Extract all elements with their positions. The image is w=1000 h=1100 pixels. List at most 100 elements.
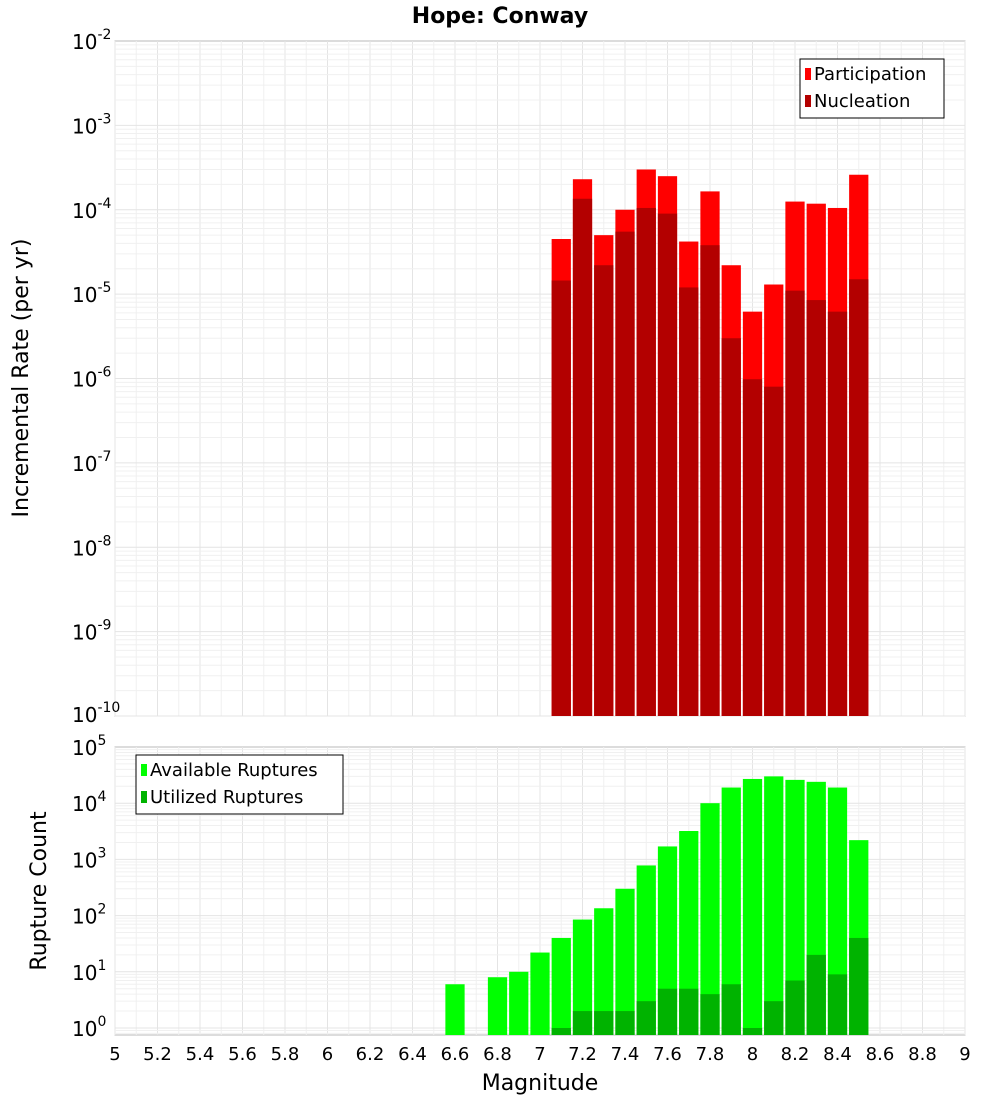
- rate-legend-swatch: [805, 68, 811, 80]
- count-bar-series2: [551, 1027, 571, 1035]
- rate-y-axis-title: Incremental Rate (per yr): [9, 239, 34, 518]
- rate-bar-series2: [679, 287, 699, 716]
- rate-legend-box: [799, 58, 945, 119]
- count-bar-series1: [785, 779, 805, 1035]
- count-bar-series2: [785, 980, 805, 1035]
- rate-y-tick-label: 10-7: [72, 449, 111, 476]
- count-y-tick-label: 103: [72, 845, 106, 872]
- x-tick-label: 9: [959, 1044, 970, 1065]
- count-bar-series2: [594, 1011, 614, 1035]
- rate-y-tick-label: 10-2: [72, 27, 111, 54]
- rate-y-tick-label: 10-6: [72, 365, 112, 392]
- count-bar-series2: [572, 1011, 593, 1035]
- rate-bar-series2: [700, 245, 720, 717]
- rate-bar-series2: [615, 231, 635, 716]
- rate-bar-series2: [785, 290, 805, 716]
- count-bar-series1: [530, 952, 550, 1035]
- rate-legend-swatch: [805, 95, 811, 107]
- x-axis: 5 5.2 5.4 5.6 5.8 6 6.2 6.4 6.6 6.8 7 7.2 7.4 7.6 7.8 8…: [109, 1044, 970, 1065]
- rate-bar-series2: [636, 207, 656, 716]
- count-bar-series2: [764, 1001, 784, 1035]
- count-legend-label: Available Ruptures: [150, 760, 318, 781]
- count-legend-label: Utilized Ruptures: [150, 787, 303, 808]
- rate-y-tick-label: 10-9: [72, 618, 111, 645]
- count-bar-series2: [657, 988, 678, 1035]
- x-tick-label: 5.4: [186, 1044, 215, 1065]
- count-bar-series2: [806, 954, 826, 1035]
- count-bar-series1: [679, 831, 699, 1035]
- count-bar-series1: [657, 846, 678, 1035]
- rate-bar-series2: [657, 213, 678, 717]
- count-bar-series1: [551, 937, 571, 1035]
- rate-bar-series2: [806, 300, 826, 716]
- rate-bar-series2: [721, 338, 741, 716]
- count-y-tick-label: 100: [72, 1014, 106, 1041]
- chart-title: Hope: Conway: [412, 4, 588, 29]
- rate-legend: Participation Nucleation: [799, 58, 945, 119]
- count-bar-series2: [615, 1011, 635, 1035]
- count-legend-swatch: [141, 791, 147, 803]
- count-y-tick-label: 102: [72, 902, 106, 929]
- x-tick-label: 5.8: [271, 1044, 300, 1065]
- x-tick-label: 6.6: [441, 1044, 470, 1065]
- count-bar-series1: [445, 984, 465, 1035]
- x-tick-label: 5.2: [143, 1044, 172, 1065]
- rate-panel: 10-10 10-9 10-8 10-7 10-6 10-5 10-4 10-3 10-2 Inc…: [9, 27, 966, 727]
- x-tick-label: 7.6: [653, 1044, 682, 1065]
- count-legend-box: [135, 754, 344, 815]
- count-bar-series1: [509, 971, 529, 1035]
- x-tick-label: 7.4: [611, 1044, 640, 1065]
- x-tick-label: 6.2: [356, 1044, 385, 1065]
- x-tick-label: 6.4: [398, 1044, 427, 1065]
- count-bar-series2: [742, 1027, 763, 1035]
- count-y-tick-label: 101: [72, 958, 106, 985]
- x-tick-label: 8.8: [908, 1044, 937, 1065]
- count-bar-series1: [700, 803, 720, 1035]
- x-tick-label: 8.6: [866, 1044, 895, 1065]
- rate-y-tick-label: 10-10: [72, 700, 120, 727]
- count-bar-series1: [721, 787, 741, 1035]
- x-tick-label: 5: [109, 1044, 120, 1065]
- rate-bar-series2: [827, 311, 848, 716]
- rate-bar-series2: [594, 265, 614, 716]
- count-bar-series2: [827, 974, 848, 1035]
- rate-bar-series2: [849, 279, 869, 716]
- rate-y-tick-label: 10-5: [72, 280, 111, 307]
- x-tick-label: 7: [534, 1044, 545, 1065]
- rate-bar-series2: [764, 386, 784, 716]
- count-bar-series2: [721, 984, 741, 1035]
- x-axis-title: Magnitude: [482, 1071, 599, 1096]
- rate-bar-series2: [572, 198, 593, 717]
- rate-bar-series2: [551, 280, 571, 716]
- rupture-count-panel: 100 101 102 103 104 105 Rupture Count Available…: [27, 733, 966, 1041]
- count-legend: Available Ruptures Utilized Ruptures: [135, 754, 344, 815]
- x-tick-label: 8: [747, 1044, 758, 1065]
- count-bar-series1: [594, 908, 614, 1035]
- rate-y-tick-label: 10-4: [72, 196, 112, 223]
- count-bar-series1: [827, 787, 848, 1035]
- rate-legend-label: Nucleation: [814, 91, 910, 112]
- x-tick-label: 7.2: [568, 1044, 597, 1065]
- count-bar-series1: [742, 778, 763, 1035]
- count-bar-series2: [679, 988, 699, 1035]
- count-bar-series1: [487, 977, 508, 1035]
- count-y-axis-title: Rupture Count: [27, 811, 52, 971]
- x-tick-label: 6.8: [483, 1044, 512, 1065]
- count-bar-series2: [636, 1001, 656, 1035]
- rate-y-tick-label: 10-3: [72, 111, 111, 138]
- x-tick-label: 8.4: [823, 1044, 852, 1065]
- x-tick-label: 7.8: [696, 1044, 725, 1065]
- x-tick-label: 8.2: [781, 1044, 810, 1065]
- count-legend-swatch: [141, 764, 147, 776]
- rate-y-tick-label: 10-8: [72, 533, 111, 560]
- rate-bar-series2: [742, 379, 763, 716]
- count-y-tick-label: 104: [72, 789, 106, 816]
- count-bar-series1: [636, 865, 656, 1035]
- x-tick-label: 6: [322, 1044, 333, 1065]
- count-bar-series1: [764, 776, 784, 1035]
- count-bar-series2: [700, 994, 720, 1035]
- count-bar-series1: [572, 919, 593, 1035]
- rate-legend-label: Participation: [814, 64, 926, 85]
- count-bar-series1: [615, 888, 635, 1035]
